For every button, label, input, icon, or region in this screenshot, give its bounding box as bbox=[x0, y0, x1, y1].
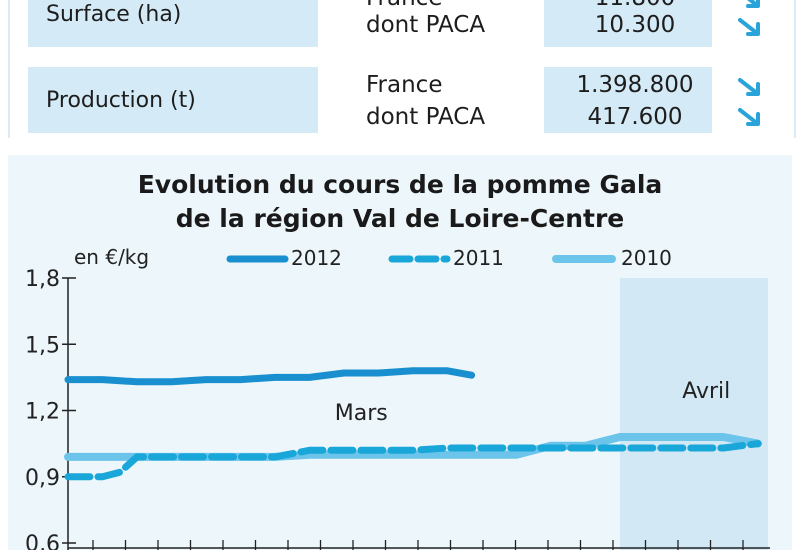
production-region-france: France bbox=[366, 72, 443, 98]
legend-label-2011: 2011 bbox=[453, 246, 504, 270]
table-frame bbox=[8, 0, 796, 138]
trend-down-arrow-icon bbox=[738, 108, 760, 126]
chart-subtitle: de la région Val de Loire-Centre bbox=[175, 204, 625, 233]
chart-title: Evolution du cours de la pomme Gala bbox=[137, 170, 663, 199]
row-label-surface: Surface (ha) bbox=[28, 0, 318, 47]
surface-region-paca: dont PACA bbox=[366, 12, 486, 38]
y-tick-label: 0,6 bbox=[25, 532, 60, 550]
period-label-avril: Avril bbox=[682, 379, 730, 404]
production-label: Production (t) bbox=[46, 87, 196, 113]
surface-value-france: 11.800 bbox=[575, 0, 695, 11]
series-line-2011 bbox=[64, 440, 762, 481]
trend-down-arrow-icon bbox=[746, 0, 760, 8]
surface-value-paca: 10.300 bbox=[594, 12, 676, 38]
series-line-2012 bbox=[64, 367, 476, 386]
surface-label: Surface (ha) bbox=[46, 2, 182, 27]
y-tick-label: 1,2 bbox=[25, 400, 60, 425]
production-region-paca: dont PACA bbox=[366, 104, 486, 130]
legend-label-2012: 2012 bbox=[291, 246, 342, 270]
y-tick-label: 0,9 bbox=[25, 466, 60, 491]
y-tick-label: 1,8 bbox=[25, 267, 60, 292]
value-column-surface bbox=[544, 0, 712, 47]
production-value-paca: 417.600 bbox=[587, 104, 683, 130]
trend-down-arrow-icon bbox=[738, 78, 760, 96]
surface-region-france: France bbox=[366, 0, 442, 11]
row-label-production: Production (t) bbox=[28, 67, 318, 133]
legend-label-2010: 2010 bbox=[621, 246, 672, 270]
trend-down-arrow-icon bbox=[738, 18, 760, 36]
y-axis-unit-label: en €/kg bbox=[74, 245, 150, 269]
production-value-france: 1.398.800 bbox=[576, 72, 694, 98]
value-column-production bbox=[544, 67, 712, 133]
period-label-mars: Mars bbox=[335, 401, 388, 426]
april-band bbox=[620, 278, 768, 550]
y-tick-label: 1,5 bbox=[25, 333, 60, 358]
